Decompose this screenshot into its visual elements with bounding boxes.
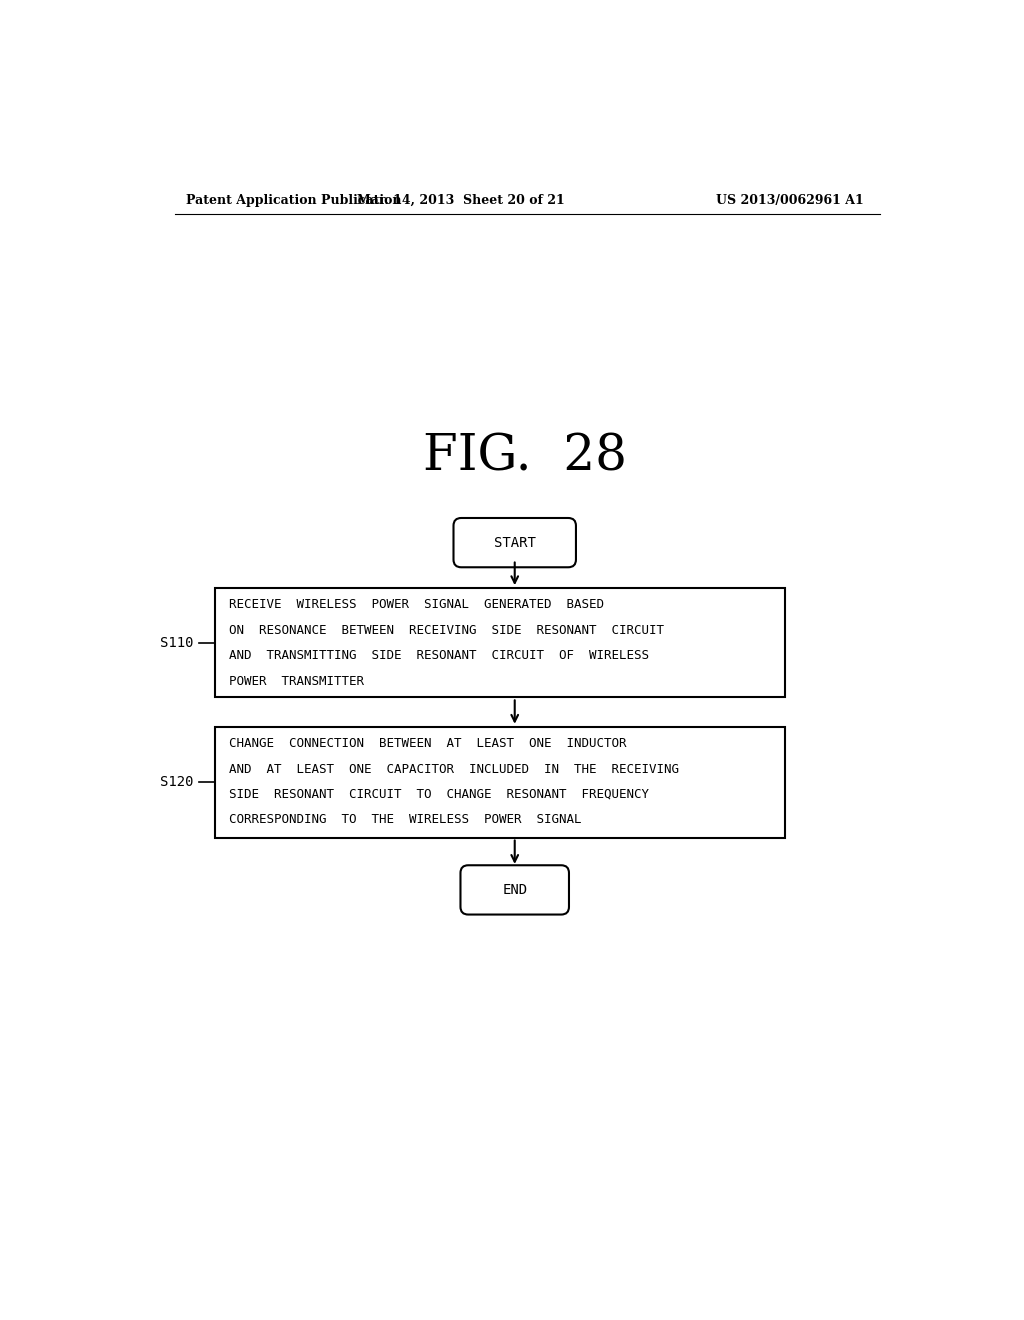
Bar xyxy=(215,589,785,697)
Text: ON  RESONANCE  BETWEEN  RECEIVING  SIDE  RESONANT  CIRCUIT: ON RESONANCE BETWEEN RECEIVING SIDE RESO… xyxy=(228,624,664,638)
Text: Patent Application Publication: Patent Application Publication xyxy=(186,194,401,207)
Text: AND  TRANSMITTING  SIDE  RESONANT  CIRCUIT  OF  WIRELESS: AND TRANSMITTING SIDE RESONANT CIRCUIT O… xyxy=(228,649,649,663)
FancyBboxPatch shape xyxy=(454,517,575,568)
Text: END: END xyxy=(502,883,527,896)
Text: US 2013/0062961 A1: US 2013/0062961 A1 xyxy=(717,194,864,207)
Text: Mar. 14, 2013  Sheet 20 of 21: Mar. 14, 2013 Sheet 20 of 21 xyxy=(357,194,565,207)
Text: POWER  TRANSMITTER: POWER TRANSMITTER xyxy=(228,675,364,688)
FancyBboxPatch shape xyxy=(461,866,569,915)
Text: CORRESPONDING  TO  THE  WIRELESS  POWER  SIGNAL: CORRESPONDING TO THE WIRELESS POWER SIGN… xyxy=(228,813,582,826)
Text: S110: S110 xyxy=(160,636,194,649)
Text: START: START xyxy=(494,536,536,549)
Text: S120: S120 xyxy=(160,775,194,789)
Text: FIG.  28: FIG. 28 xyxy=(423,433,627,482)
Text: SIDE  RESONANT  CIRCUIT  TO  CHANGE  RESONANT  FREQUENCY: SIDE RESONANT CIRCUIT TO CHANGE RESONANT… xyxy=(228,788,649,801)
Text: RECEIVE  WIRELESS  POWER  SIGNAL  GENERATED  BASED: RECEIVE WIRELESS POWER SIGNAL GENERATED … xyxy=(228,598,604,611)
Text: CHANGE  CONNECTION  BETWEEN  AT  LEAST  ONE  INDUCTOR: CHANGE CONNECTION BETWEEN AT LEAST ONE I… xyxy=(228,737,627,750)
Text: AND  AT  LEAST  ONE  CAPACITOR  INCLUDED  IN  THE  RECEIVING: AND AT LEAST ONE CAPACITOR INCLUDED IN T… xyxy=(228,763,679,776)
Bar xyxy=(215,726,785,838)
